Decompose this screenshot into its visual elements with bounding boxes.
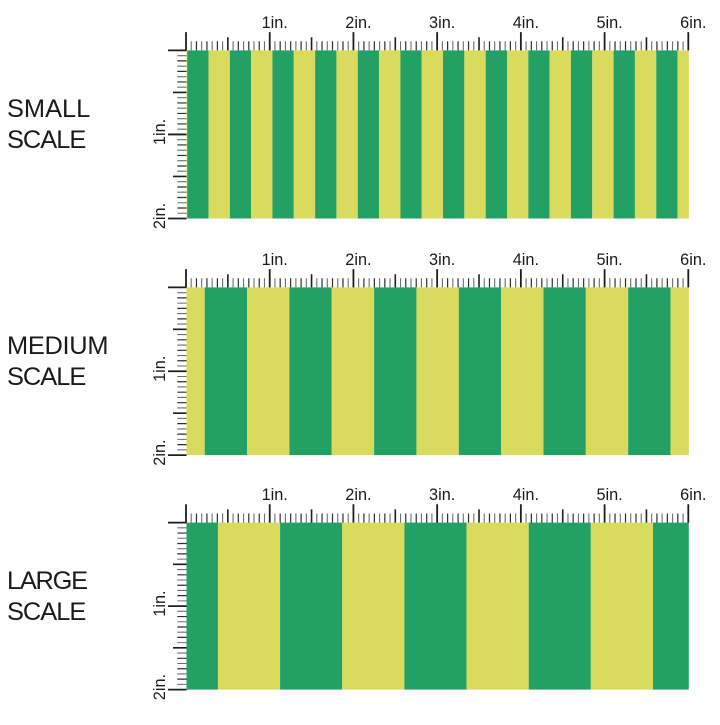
svg-text:SCALE: SCALE bbox=[7, 598, 85, 626]
svg-text:4in.: 4in. bbox=[513, 486, 539, 504]
svg-text:2in.: 2in. bbox=[151, 439, 169, 465]
svg-text:2in.: 2in. bbox=[345, 486, 371, 504]
svg-text:2in.: 2in. bbox=[151, 203, 169, 229]
svg-text:5in.: 5in. bbox=[596, 486, 622, 504]
svg-text:1in.: 1in. bbox=[151, 356, 169, 382]
svg-text:SCALE: SCALE bbox=[7, 363, 85, 391]
svg-text:SMALL: SMALL bbox=[7, 95, 90, 123]
svg-text:3in.: 3in. bbox=[429, 14, 455, 32]
svg-text:6in.: 6in. bbox=[680, 251, 706, 269]
svg-text:1in.: 1in. bbox=[262, 251, 288, 269]
svg-text:5in.: 5in. bbox=[596, 251, 622, 269]
svg-text:4in.: 4in. bbox=[513, 251, 539, 269]
svg-text:3in.: 3in. bbox=[429, 486, 455, 504]
svg-text:2in.: 2in. bbox=[345, 14, 371, 32]
svg-text:3in.: 3in. bbox=[429, 251, 455, 269]
svg-text:1in.: 1in. bbox=[151, 119, 169, 145]
svg-text:4in.: 4in. bbox=[513, 14, 539, 32]
svg-text:2in.: 2in. bbox=[345, 251, 371, 269]
svg-text:1in.: 1in. bbox=[262, 486, 288, 504]
svg-text:MEDIUM: MEDIUM bbox=[7, 332, 108, 360]
svg-text:5in.: 5in. bbox=[596, 14, 622, 32]
svg-text:6in.: 6in. bbox=[680, 14, 706, 32]
svg-text:2in.: 2in. bbox=[151, 674, 169, 700]
svg-text:1in.: 1in. bbox=[151, 590, 169, 616]
svg-text:LARGE: LARGE bbox=[7, 567, 87, 595]
svg-text:SCALE: SCALE bbox=[7, 126, 85, 154]
svg-text:6in.: 6in. bbox=[680, 486, 706, 504]
svg-text:1in.: 1in. bbox=[262, 14, 288, 32]
